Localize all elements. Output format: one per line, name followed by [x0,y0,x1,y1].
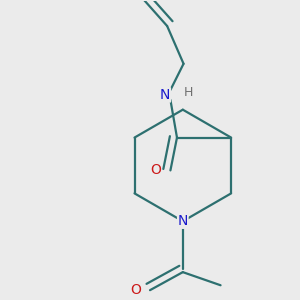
Text: N: N [178,214,188,228]
Text: N: N [160,88,170,102]
Text: H: H [184,86,193,99]
Text: O: O [150,164,161,177]
Text: O: O [130,283,141,297]
